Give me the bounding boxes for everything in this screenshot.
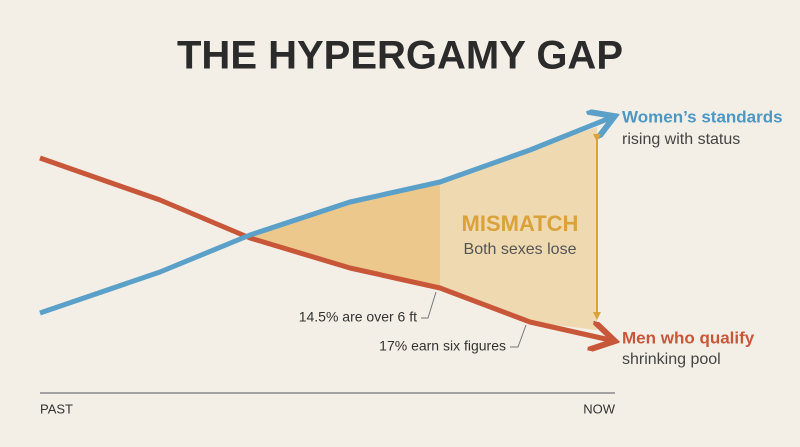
annotation: 17% earn six figures — [379, 338, 506, 354]
women-line — [39, 118, 610, 316]
gap-label: MISMATCH — [462, 211, 579, 236]
women-label: Women’s standards — [622, 107, 783, 126]
title: THE HYPERGAMY GAP — [177, 34, 623, 78]
gap-area-dark — [247, 182, 440, 288]
men-label: Men who qualify — [622, 328, 755, 347]
gap-area-light — [440, 127, 597, 330]
leader-line — [510, 324, 527, 348]
axis-start-label: PAST — [40, 401, 73, 416]
men-sublabel: shrinking pool — [622, 351, 721, 368]
axis-end-label: NOW — [583, 401, 616, 416]
women-sublabel: rising with status — [622, 131, 740, 148]
leader-line — [421, 291, 437, 319]
gap-sublabel: Both sexes lose — [464, 241, 577, 258]
men-line — [39, 155, 610, 340]
annotation: 14.5% are over 6 ft — [299, 309, 417, 325]
